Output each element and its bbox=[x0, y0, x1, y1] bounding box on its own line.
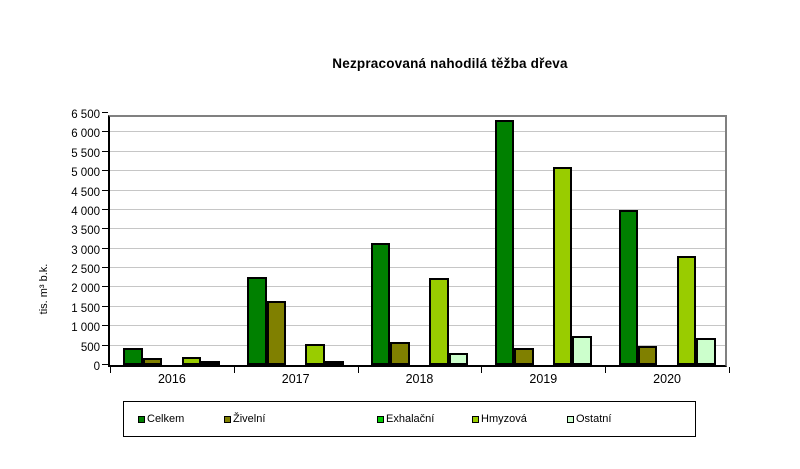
y-tick-mark bbox=[102, 247, 108, 249]
legend-box: Celkem Živelní Exhalační Hmyzová Ostatní bbox=[123, 401, 696, 437]
y-tick-mark bbox=[102, 170, 108, 172]
legend-swatch bbox=[138, 415, 145, 423]
y-tick-label: 1 500 bbox=[71, 302, 100, 315]
legend-swatch bbox=[224, 415, 231, 423]
y-tick-label: 4 500 bbox=[71, 186, 100, 199]
bar-ostatni bbox=[448, 353, 468, 365]
bar-ostatni bbox=[324, 361, 345, 365]
legend-label: Hmyzová bbox=[481, 413, 527, 425]
legend-item-3: Exhalační bbox=[377, 413, 434, 425]
bar-celkem bbox=[123, 347, 143, 365]
gridline bbox=[110, 286, 725, 288]
y-tick-mark bbox=[102, 208, 108, 210]
bar-group bbox=[605, 117, 729, 365]
y-tick-label: 1 000 bbox=[71, 322, 100, 335]
y-tick-label: 3 500 bbox=[71, 225, 100, 238]
y-tick-label: 4 000 bbox=[71, 205, 100, 218]
bar-group bbox=[358, 117, 482, 365]
x-tick-label: 2016 bbox=[157, 372, 186, 386]
bar-ostatni bbox=[201, 361, 221, 365]
bar-celkem bbox=[370, 242, 391, 365]
bar-group bbox=[110, 117, 234, 365]
x-tick-mark bbox=[729, 367, 730, 373]
y-tick-mark bbox=[102, 344, 108, 346]
y-tick-label: 0 bbox=[93, 361, 100, 373]
legend-swatch bbox=[567, 415, 574, 423]
legend-item-1: Celkem bbox=[138, 413, 184, 425]
x-tick-label: 2020 bbox=[653, 372, 681, 386]
gridline bbox=[110, 228, 725, 230]
y-tick-mark bbox=[102, 364, 108, 365]
legend-swatch bbox=[472, 415, 479, 423]
bar-celkem bbox=[247, 276, 267, 365]
x-tick-label: 2019 bbox=[529, 372, 558, 386]
bar-zivelni bbox=[637, 345, 658, 365]
y-tick-mark bbox=[102, 325, 108, 327]
bar-hmyzova bbox=[552, 166, 573, 365]
legend-swatch bbox=[377, 415, 384, 423]
y-tick-mark bbox=[102, 228, 108, 230]
y-tick-mark bbox=[102, 267, 108, 269]
x-tick-mark bbox=[605, 367, 607, 373]
gridline bbox=[110, 131, 725, 133]
bar-zivelni bbox=[514, 347, 534, 365]
gridline bbox=[110, 150, 725, 152]
bar-group bbox=[234, 117, 358, 365]
x-tick-mark bbox=[233, 367, 235, 373]
bar-ostatni bbox=[572, 335, 592, 365]
legend-label: Exhalační bbox=[386, 413, 435, 425]
y-tick-label: 3 000 bbox=[71, 244, 100, 257]
plot-area: 2016 2017 2018 2019 2020 bbox=[102, 112, 730, 386]
y-tick-label: 5 000 bbox=[71, 167, 100, 180]
y-tick-mark bbox=[102, 286, 108, 288]
gridline bbox=[110, 208, 725, 210]
legend-label: Ostatní bbox=[576, 413, 612, 425]
gridline bbox=[110, 170, 725, 172]
y-tick-mark bbox=[102, 189, 108, 191]
bar-zivelni bbox=[266, 300, 286, 365]
gridline bbox=[110, 344, 725, 346]
bar-hmyzova bbox=[181, 357, 201, 365]
y-axis-tick-labels: 0 500 1 000 1 500 2 000 2 500 3 000 3 500 4 000 4… bbox=[0, 109, 100, 373]
gridline bbox=[110, 247, 725, 249]
bar-celkem bbox=[618, 209, 638, 365]
gridline bbox=[110, 267, 725, 269]
y-tick-mark bbox=[102, 131, 108, 133]
y-tick-mark bbox=[102, 150, 108, 152]
bar-group bbox=[481, 117, 605, 365]
y-tick-mark bbox=[102, 305, 108, 307]
bar-hmyzova bbox=[676, 256, 697, 365]
y-tick-label: 5 500 bbox=[71, 147, 100, 160]
x-tick-label: 2017 bbox=[281, 372, 310, 386]
y-tick-mark bbox=[102, 112, 108, 113]
legend-label: Živelní bbox=[233, 413, 266, 425]
x-tick-label: 2018 bbox=[405, 372, 434, 386]
y-tick-label: 500 bbox=[80, 341, 100, 354]
chart-title: Nezpracovaná nahodilá těžba dřeva bbox=[332, 56, 568, 71]
y-tick-label: 6 500 bbox=[71, 109, 100, 121]
y-tick-label: 2 500 bbox=[71, 264, 100, 277]
gridline bbox=[110, 325, 725, 327]
x-tick-mark bbox=[357, 367, 359, 373]
gridline bbox=[110, 305, 725, 307]
gridline bbox=[110, 189, 725, 191]
bar-zivelni bbox=[390, 341, 410, 365]
x-tick-mark bbox=[481, 367, 483, 373]
y-tick-label: 2 000 bbox=[71, 283, 100, 296]
bar-hmyzova bbox=[429, 277, 449, 365]
bar-zivelni bbox=[142, 358, 163, 365]
bar-hmyzova bbox=[305, 343, 325, 365]
bar-ostatni bbox=[696, 337, 716, 365]
legend-item-5: Ostatní bbox=[567, 413, 611, 425]
y-tick-label: 6 000 bbox=[71, 128, 100, 141]
legend-item-2: Živelní bbox=[224, 413, 265, 425]
legend-label: Celkem bbox=[147, 413, 185, 425]
x-tick-mark bbox=[110, 367, 111, 373]
legend-item-4: Hmyzová bbox=[472, 413, 527, 425]
bar-celkem bbox=[494, 119, 515, 365]
